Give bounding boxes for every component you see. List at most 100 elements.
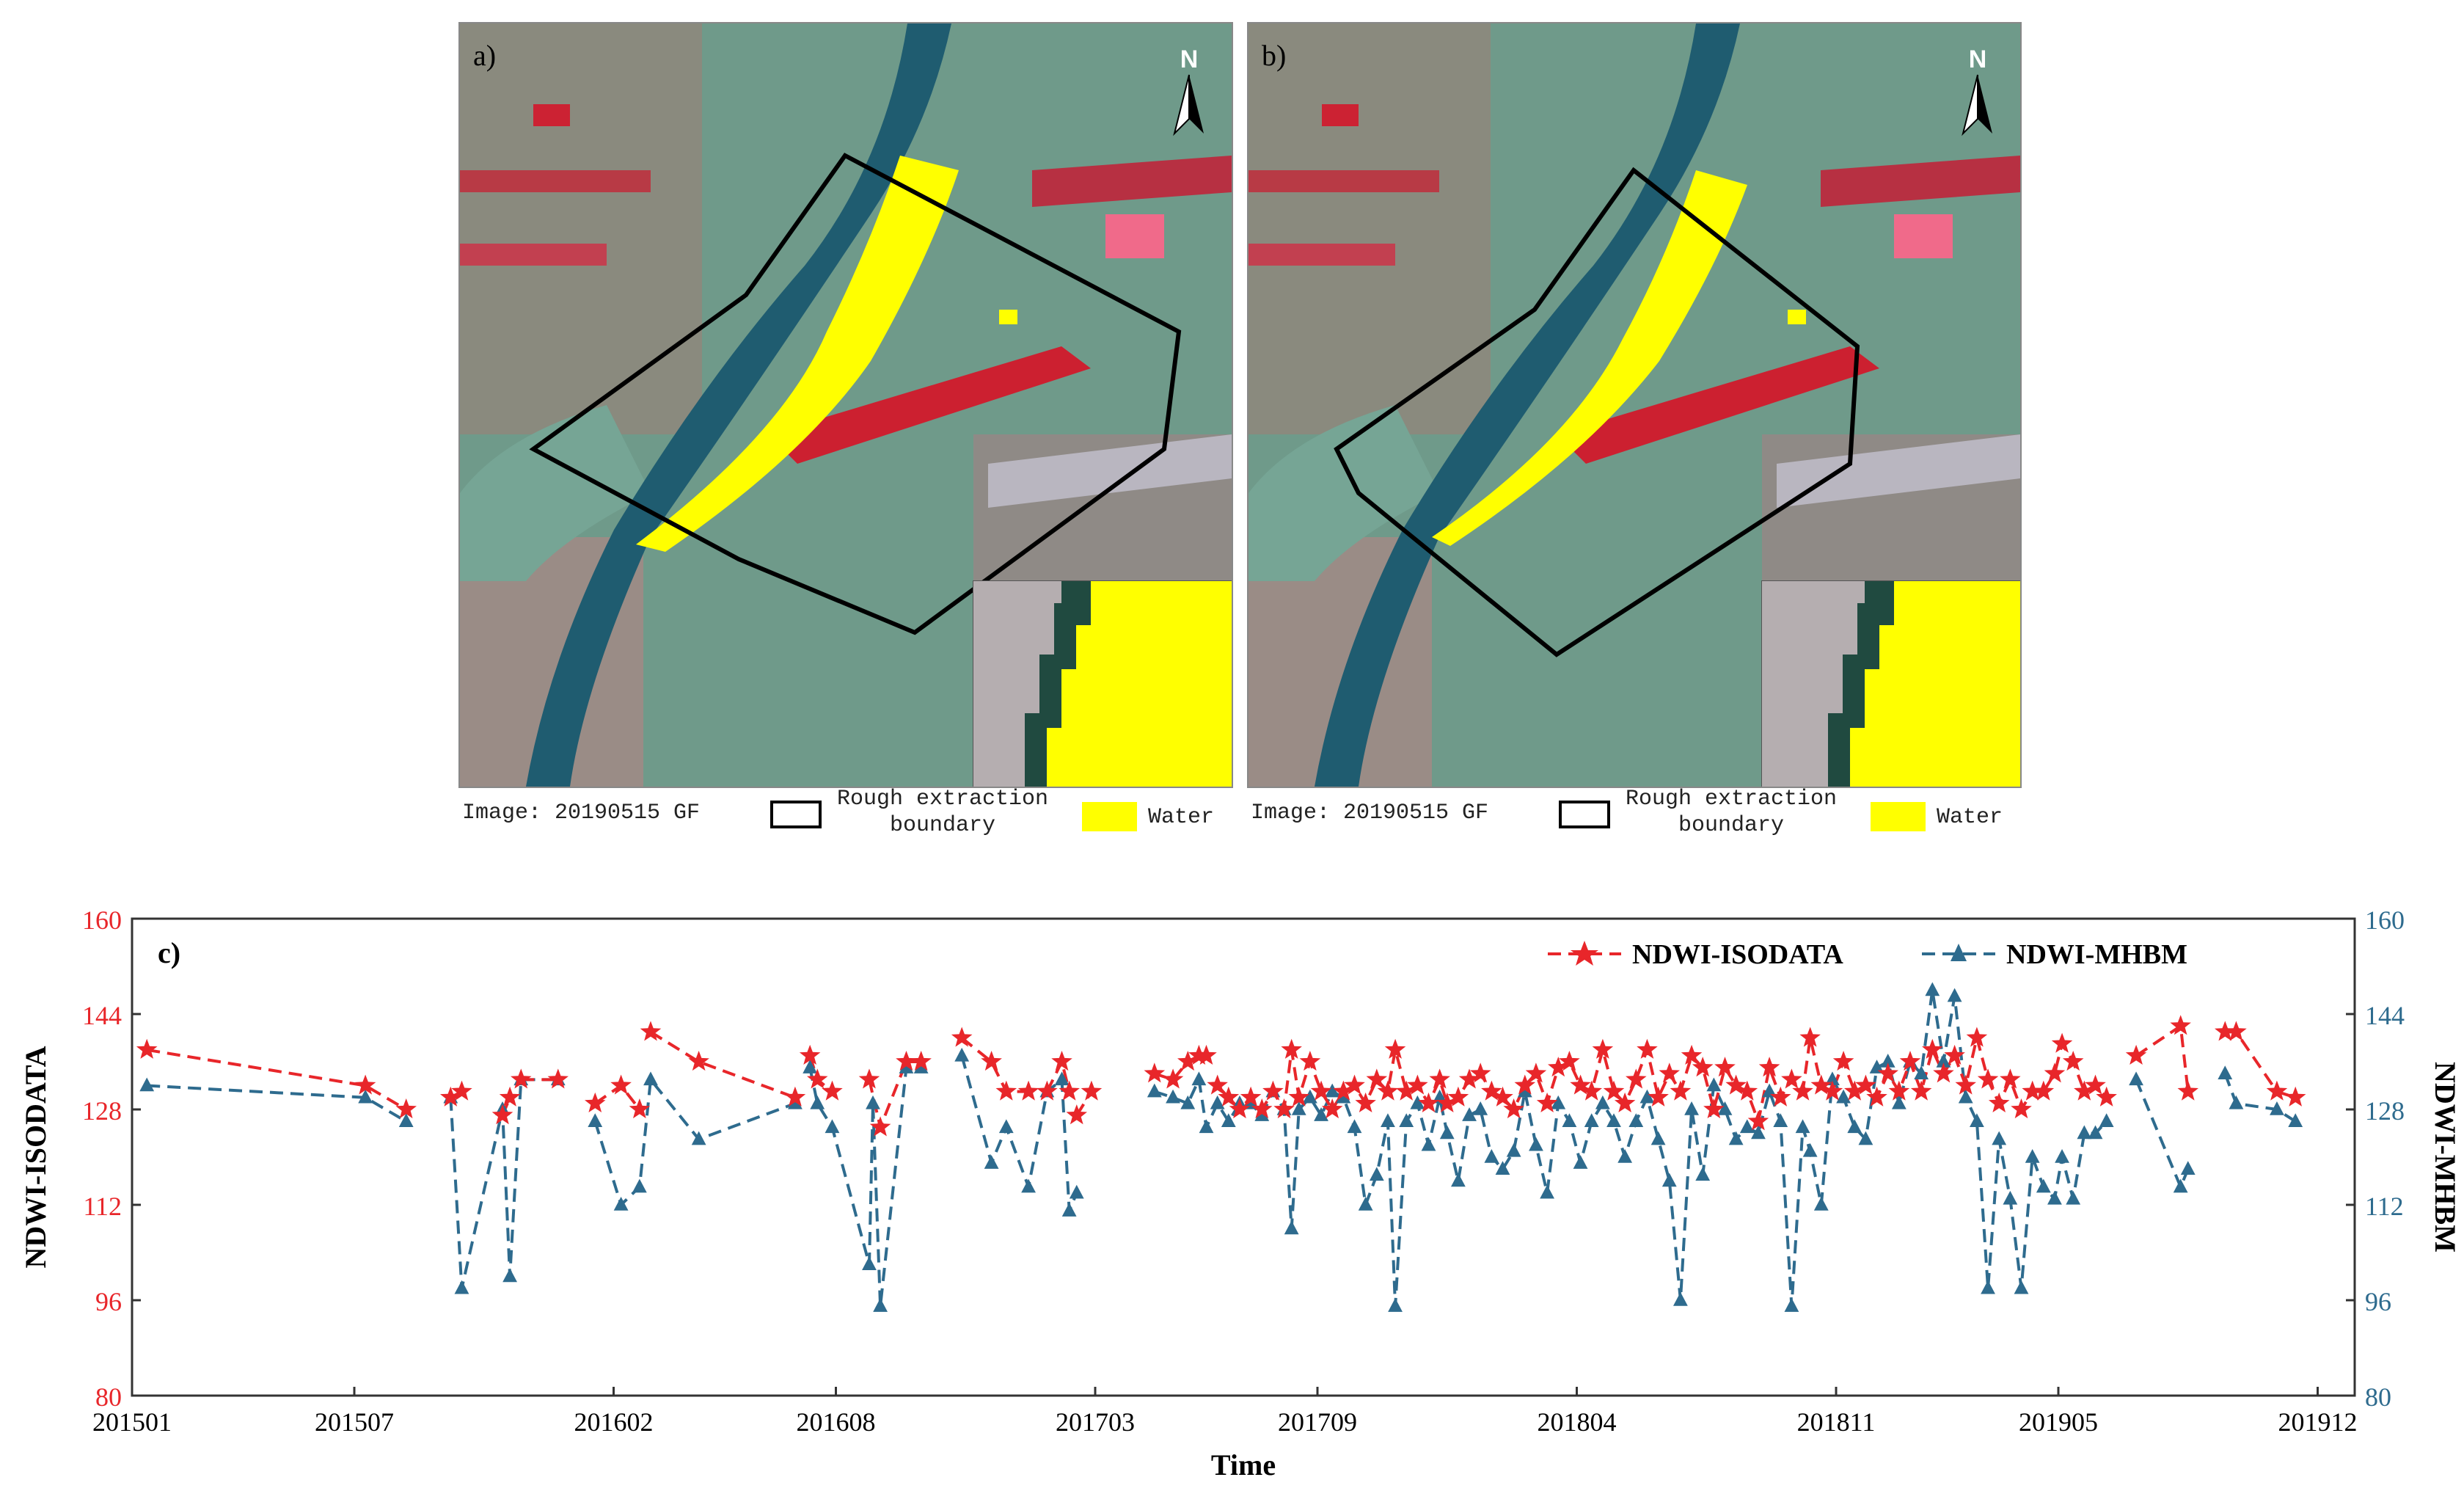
data-point-mhbm [1628,1113,1644,1127]
y-tick-label-left: 112 [83,1192,122,1221]
y-tick-label-left: 144 [82,1001,122,1030]
data-point-mhbm [1381,1113,1395,1127]
data-point-mhbm [1784,1298,1799,1312]
data-point-mhbm [1773,1113,1788,1127]
data-point-isodata [1670,1080,1692,1101]
data-point-mhbm [1880,1054,1895,1068]
data-point-isodata [1810,1074,1832,1095]
data-point-mhbm [1936,1054,1951,1068]
data-point-isodata [2284,1086,2306,1107]
data-point-isodata [1770,1086,1791,1107]
data-point-isodata [1548,1057,1569,1077]
data-point-mhbm [1739,1119,1755,1134]
series-line-isodata [146,1048,407,1111]
x-tick-label: 201507 [315,1407,394,1437]
y-tick-label-left: 96 [95,1287,122,1316]
data-point-mhbm [2025,1149,2040,1163]
water-swatch [1871,802,1926,831]
panel-label-a: a) [473,39,497,72]
data-point-isodata [1559,1051,1580,1071]
data-point-isodata [1592,1038,1614,1059]
data-point-mhbm [1813,1197,1829,1211]
data-point-mhbm [1562,1113,1577,1127]
x-axis-label: Time [1211,1448,1276,1481]
data-point-mhbm [2036,1178,2051,1193]
x-tick-label: 201602 [574,1407,654,1437]
data-point-isodata [1844,1080,1865,1101]
data-point-isodata [1692,1057,1714,1077]
data-point-mhbm [1825,1071,1840,1086]
data-point-isodata [491,1104,513,1125]
data-point-mhbm [2270,1101,2284,1115]
data-point-isodata [1821,1080,1843,1101]
series-line-isodata [868,1060,921,1133]
map-panel-b: b) N [1247,22,2022,788]
data-point-isodata [1659,1062,1680,1083]
y-tick-label-right: 144 [2365,1001,2405,1030]
data-point-mhbm [2088,1125,2103,1140]
y-tick-label-left: 80 [95,1382,122,1412]
data-point-isodata [1933,1062,1954,1083]
data-point-mhbm [1061,1203,1077,1217]
data-point-isodata [1514,1074,1536,1095]
data-point-mhbm [1410,1095,1425,1109]
data-point-mhbm [1970,1113,1984,1127]
data-point-isodata [2044,1062,2066,1083]
data-point-isodata [1281,1038,1302,1059]
data-point-mhbm [998,1119,1014,1134]
x-tick-label: 201811 [1797,1407,1876,1437]
series-line-mhbm [593,1076,796,1208]
data-point-isodata [1781,1068,1802,1089]
data-point-isodata [1081,1080,1103,1101]
data-point-mhbm [1858,1131,1873,1145]
data-point-mhbm [2229,1095,2244,1109]
y-tick-label-right: 160 [2365,905,2405,935]
data-point-isodata [1681,1044,1703,1065]
data-point-mhbm [1847,1119,1862,1134]
water-label: Water [1148,805,1215,830]
data-point-mhbm [825,1119,840,1134]
data-point-mhbm [1473,1101,1488,1115]
data-point-isodata [2011,1098,2032,1119]
series-line-mhbm [2223,1073,2297,1123]
boundary-label: Rough extraction boundary [836,787,1049,838]
data-point-mhbm [1484,1149,1499,1163]
x-tick-label: 201608 [797,1407,876,1437]
data-point-isodata [896,1051,917,1071]
north-arrow-icon: N [1169,45,1210,141]
data-point-isodata [1355,1092,1376,1112]
data-point-isodata [2266,1080,2288,1101]
data-point-isodata [1262,1080,1284,1101]
water-area [636,156,959,552]
data-point-isodata [499,1086,521,1107]
data-point-mhbm [1650,1131,1666,1145]
data-point-mhbm [2099,1113,2114,1127]
data-point-isodata [629,1098,651,1119]
legend-isodata: NDWI-ISODATA [1632,939,1843,970]
data-point-isodata [2085,1074,2106,1095]
series-line-isodata [649,1030,796,1099]
series-line-isodata [1216,1037,2108,1127]
data-point-mhbm [1617,1149,1633,1163]
data-point-mhbm [1673,1292,1688,1306]
data-point-mhbm [1495,1161,1510,1175]
data-point-mhbm [1992,1131,2007,1145]
data-point-mhbm [502,1268,517,1283]
data-point-mhbm [1836,1089,1851,1104]
data-point-mhbm [1958,1089,1973,1104]
data-point-mhbm [1914,1065,1929,1079]
data-point-isodata [822,1080,843,1101]
data-point-mhbm [1166,1089,1180,1104]
data-point-mhbm [810,1095,825,1109]
data-point-mhbm [1717,1101,1733,1115]
y-tick-label-right: 80 [2365,1382,2391,1412]
data-point-isodata [1207,1074,1228,1095]
data-point-isodata [688,1051,709,1071]
series-line-mhbm [808,1066,921,1307]
data-point-mhbm [1221,1113,1236,1127]
data-point-isodata [1977,1068,1999,1089]
data-point-isodata [1288,1086,1309,1107]
data-point-isodata [1429,1068,1450,1089]
data-point-isodata [2226,1021,2247,1041]
data-point-isodata [1714,1057,1736,1077]
